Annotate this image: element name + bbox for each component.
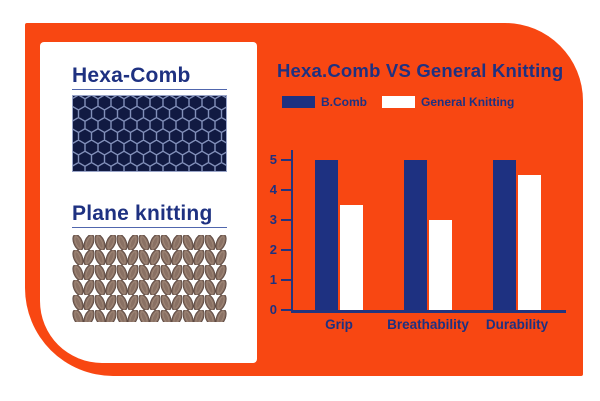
infographic-panel: Hexa-Comb Plane knitting: [25, 23, 583, 376]
y-tick-label-0: 0: [269, 302, 277, 317]
y-tick-1: [281, 279, 291, 281]
y-tick-3: [281, 219, 291, 221]
y-tick-label-1: 1: [269, 272, 277, 287]
y-tick-5: [281, 159, 291, 161]
y-tick-label-3: 3: [269, 212, 277, 227]
bar-general-knitting-durability: [518, 175, 541, 310]
bar-general-knitting-grip: [340, 205, 363, 310]
x-axis-line: [291, 310, 566, 313]
legend-label-bcomb: B.Comb: [321, 95, 367, 109]
y-axis-line: [291, 150, 293, 311]
bar-chart-plot-area: 0 1 2 3 4 5 Grip Breathability Durability: [25, 23, 583, 376]
x-category-label-grip: Grip: [325, 317, 353, 332]
legend-item-general-knitting: General Knitting: [382, 95, 514, 109]
y-tick-2: [281, 249, 291, 251]
legend-label-general-knitting: General Knitting: [421, 95, 515, 109]
x-category-label-breathability: Breathability: [387, 317, 469, 332]
left-card: Hexa-Comb Plane knitting: [40, 42, 257, 363]
legend-swatch-general-knitting: [382, 96, 415, 108]
y-tick-label-2: 2: [269, 242, 277, 257]
x-category-label-durability: Durability: [485, 317, 549, 332]
y-tick-label-5: 5: [269, 152, 277, 167]
hexa-comb-underline: [72, 89, 227, 90]
hexa-comb-title: Hexa-Comb: [72, 64, 191, 87]
plane-knitting-underline: [72, 227, 227, 228]
y-tick-label-4: 4: [269, 182, 277, 197]
y-tick-4: [281, 189, 291, 191]
chart-legend: B.Comb General Knitting: [282, 95, 514, 109]
legend-swatch-bcomb: [282, 96, 315, 108]
bar-b-comb-durability: [493, 160, 516, 310]
chart-title: Hexa.Comb VS General Knitting: [277, 60, 564, 81]
legend-item-bcomb: B.Comb: [282, 95, 367, 109]
y-tick-0: [281, 309, 291, 311]
honeycomb-texture-image: [72, 95, 227, 172]
plane-knitting-title: Plane knitting: [72, 202, 213, 225]
bar-b-comb-breathability: [404, 160, 427, 310]
bar-general-knitting-breathability: [429, 220, 452, 310]
knit-texture-image: [72, 235, 227, 322]
bar-b-comb-grip: [315, 160, 338, 310]
